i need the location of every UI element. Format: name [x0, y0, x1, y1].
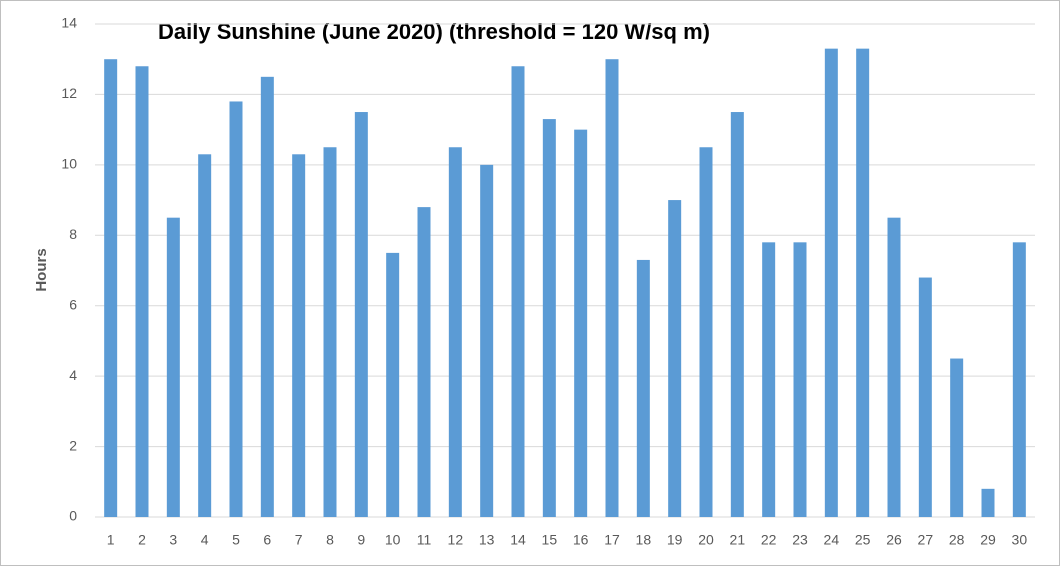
bar: [104, 59, 118, 517]
bar: [511, 66, 525, 517]
x-tick-label: 22: [761, 532, 777, 548]
bar: [542, 119, 556, 517]
x-tick-label: 30: [1012, 532, 1028, 548]
y-tick-label: 8: [69, 226, 77, 242]
x-tick-label: 16: [573, 532, 589, 548]
x-tick-label: 3: [169, 532, 177, 548]
bar: [448, 147, 462, 517]
y-axis-title: Hours: [33, 248, 50, 291]
x-tick-label: 28: [949, 532, 965, 548]
x-tick-label: 13: [479, 532, 495, 548]
y-tick-label: 6: [69, 296, 77, 312]
y-tick-label: 0: [69, 508, 77, 524]
bar: [793, 242, 807, 518]
x-tick-label: 20: [698, 532, 714, 548]
bar: [417, 207, 431, 517]
bar: [1012, 242, 1026, 518]
bar: [824, 48, 838, 518]
bar: [668, 200, 682, 518]
x-tick-label: 25: [855, 532, 871, 548]
bar: [135, 66, 149, 517]
x-tick-label: 17: [604, 532, 620, 548]
x-tick-label: 14: [510, 532, 526, 548]
x-tick-label: 2: [138, 532, 146, 548]
bar: [198, 154, 212, 518]
x-tick-label: 4: [201, 532, 209, 548]
x-tick-label: 7: [295, 532, 303, 548]
bar: [950, 358, 964, 517]
x-tick-label: 18: [636, 532, 652, 548]
y-tick-label: 14: [61, 15, 77, 31]
x-tick-label: 8: [326, 532, 334, 548]
bar: [386, 252, 400, 517]
bar: [856, 48, 870, 518]
bar: [605, 59, 619, 517]
x-tick-label: 11: [417, 532, 432, 548]
bar: [699, 147, 713, 517]
chart-title: Daily Sunshine (June 2020) (threshold = …: [158, 19, 710, 44]
bar: [981, 488, 995, 517]
x-tick-label: 26: [886, 532, 902, 548]
x-tick-label: 9: [357, 532, 365, 548]
bar: [887, 217, 901, 517]
bar: [323, 147, 337, 517]
x-tick-label: 23: [792, 532, 808, 548]
bar: [730, 112, 744, 518]
y-tick-label: 4: [69, 367, 77, 383]
x-tick-label: 19: [667, 532, 683, 548]
bar: [260, 76, 274, 518]
bar: [918, 277, 932, 517]
x-tick-label: 24: [824, 532, 840, 548]
x-tick-label: 12: [448, 532, 464, 548]
y-tick-label: 10: [61, 156, 77, 172]
bar: [762, 242, 776, 518]
x-tick-label: 27: [918, 532, 934, 548]
x-tick-label: 15: [542, 532, 558, 548]
y-tick-label: 2: [69, 437, 77, 453]
bar: [292, 154, 306, 518]
x-tick-label: 10: [385, 532, 401, 548]
bar: [166, 217, 180, 517]
x-tick-label: 6: [263, 532, 271, 548]
y-tick-label: 12: [61, 85, 77, 101]
bar: [229, 101, 243, 517]
x-tick-label: 5: [232, 532, 240, 548]
bar: [480, 164, 494, 517]
x-tick-label: 29: [980, 532, 996, 548]
x-tick-label: 21: [730, 532, 746, 548]
bar: [354, 112, 368, 518]
bar: [636, 259, 650, 517]
bar: [574, 129, 588, 517]
x-tick-label: 1: [107, 532, 115, 548]
